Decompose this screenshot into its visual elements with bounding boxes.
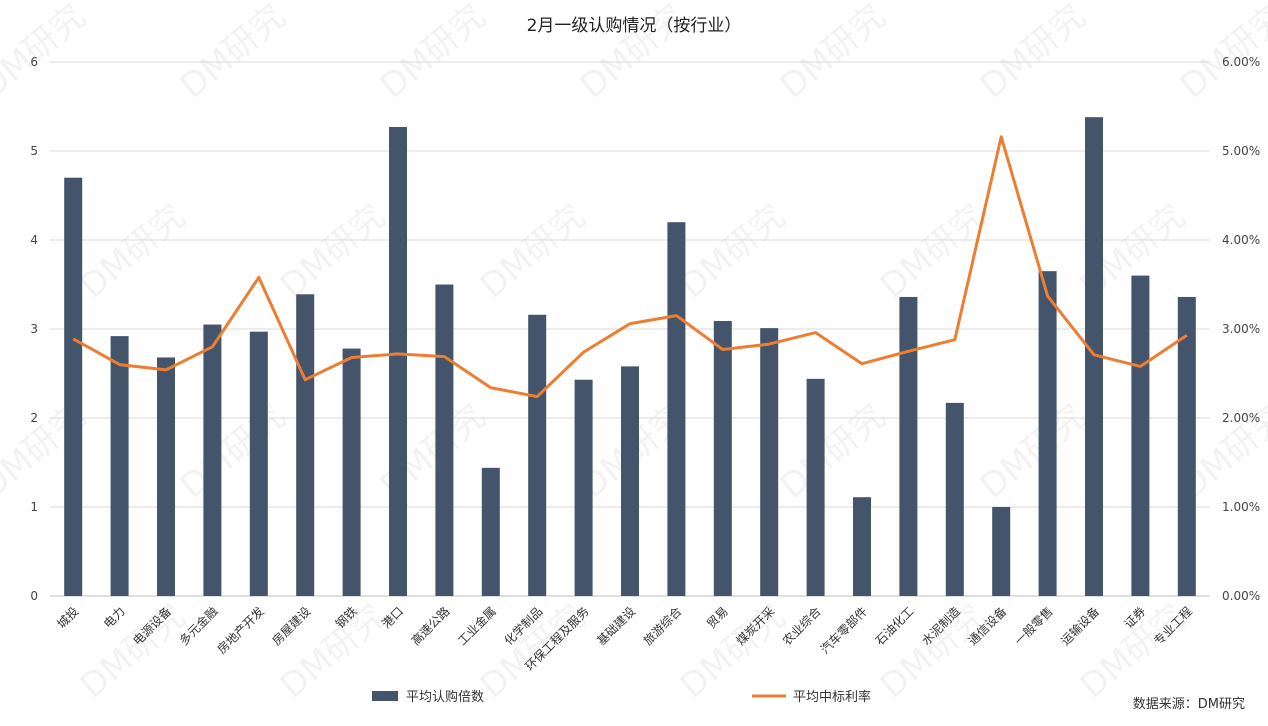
- category-label: 旅游综合: [640, 604, 685, 649]
- bar: [1085, 117, 1103, 597]
- bar: [713, 320, 732, 596]
- category-label: 电力: [101, 604, 128, 631]
- right-tick-label: 5.00%: [1222, 144, 1260, 158]
- left-tick-label: 2: [30, 411, 38, 425]
- bar: [1131, 275, 1150, 596]
- right-tick-label: 0.00%: [1222, 589, 1260, 603]
- right-tick-label: 1.00%: [1222, 500, 1260, 514]
- bar: [1038, 271, 1057, 596]
- watermark-text: DM研究: [73, 197, 193, 307]
- right-tick-label: 6.00%: [1222, 55, 1260, 69]
- chart-title: 2月一级认购情况（按行业）: [527, 16, 742, 36]
- watermark-text: DM研究: [373, 0, 493, 107]
- left-tick-label: 6: [30, 55, 38, 69]
- watermark-text: DM研究: [873, 597, 993, 707]
- watermark-text: DM研究: [773, 397, 893, 507]
- bar: [1177, 296, 1196, 596]
- bar: [667, 222, 686, 596]
- left-tick-label: 0: [30, 589, 38, 603]
- watermark-text: DM研究: [973, 397, 1093, 507]
- watermark-text: DM研究: [773, 0, 893, 107]
- category-label: 石油化工: [873, 604, 917, 648]
- bar: [296, 294, 315, 596]
- watermark-text: DM研究: [973, 0, 1093, 107]
- category-label: 运输设备: [1058, 604, 1103, 649]
- legend-bar-label: 平均认购倍数: [406, 689, 484, 705]
- watermark-text: DM研究: [273, 597, 393, 707]
- right-tick-label: 2.00%: [1222, 411, 1260, 425]
- bar: [481, 467, 500, 596]
- category-label: 基础建设: [594, 604, 638, 648]
- legend: 平均认购倍数 平均中标利率: [372, 689, 871, 705]
- right-tick-label: 4.00%: [1222, 233, 1260, 247]
- category-label: 工业金属: [454, 604, 499, 649]
- bar: [389, 126, 407, 596]
- bar: [992, 507, 1011, 596]
- bar: [899, 296, 918, 596]
- left-tick-label: 1: [30, 500, 38, 514]
- left-tick-label: 3: [30, 322, 38, 336]
- bar: [853, 497, 871, 596]
- bar-series: [64, 117, 1196, 597]
- watermark-text: DM研究: [673, 197, 793, 307]
- category-label: 贸易: [704, 604, 731, 631]
- bar: [435, 284, 454, 596]
- watermark-layer: DM研究 DM研究 DM研究 DM研究 DM研究 DM研究 DM研究 DM研究 DM研究 DM研究…: [0, 0, 1268, 707]
- watermark-text: DM研究: [473, 197, 593, 307]
- right-tick-label: 3.00%: [1222, 322, 1260, 336]
- legend-line-label: 平均中标利率: [793, 689, 871, 705]
- watermark-text: DM研究: [173, 397, 293, 507]
- watermark-text: DM研究: [1173, 0, 1268, 107]
- category-label: 房屋建设: [269, 604, 314, 649]
- bar: [621, 366, 639, 596]
- watermark-text: DM研究: [273, 197, 393, 307]
- rate-line: [72, 135, 1188, 399]
- right-axis: 0.00% 1.00% 2.00% 3.00% 4.00% 5.00% 6.00%: [1222, 55, 1260, 603]
- bar: [806, 378, 825, 596]
- line-series: [72, 135, 1188, 399]
- bar: [528, 314, 547, 596]
- left-tick-label: 5: [30, 144, 38, 158]
- source-note: 数据来源：DM研究: [1133, 697, 1245, 712]
- bar: [574, 379, 593, 596]
- category-label: 房地产开发: [214, 604, 267, 657]
- bar: [249, 331, 268, 596]
- watermark-text: DM研究: [0, 0, 93, 107]
- watermark-text: DM研究: [73, 597, 193, 707]
- bar: [342, 348, 361, 596]
- bar: [945, 402, 964, 596]
- bar: [157, 357, 175, 596]
- watermark-text: DM研究: [173, 0, 293, 107]
- category-label: 高速公路: [408, 604, 453, 649]
- bar: [110, 336, 129, 596]
- left-axis: 0 1 2 3 4 5 6: [30, 55, 38, 603]
- left-tick-label: 4: [30, 233, 38, 247]
- category-label: 一般零售: [1011, 604, 1056, 649]
- bar: [203, 324, 222, 596]
- bar: [64, 177, 83, 596]
- legend-bar-swatch: [372, 691, 398, 701]
- bar: [760, 328, 779, 596]
- category-label: 城投: [54, 604, 82, 632]
- category-label: 汽车零部件: [817, 604, 870, 657]
